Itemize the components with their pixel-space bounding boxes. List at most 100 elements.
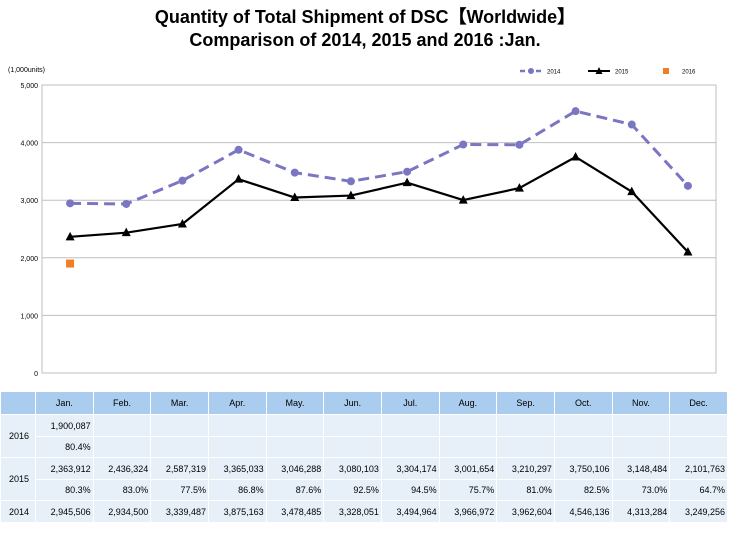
y-tick-label: 0 (34, 371, 38, 378)
line-chart: 0 1,000 2,000 3,000 4,000 5,000 (1,000units) 20… (8, 67, 717, 378)
table-row-pct: 80.4% (1, 436, 728, 458)
month-header: Mar. (150, 391, 209, 415)
chart-title-line-1: Quantity of Total Shipment of DSC【Worldw… (154, 7, 576, 27)
month-header: Jun. (323, 391, 382, 415)
shipment-value-cell: 3,478,485 (265, 500, 325, 523)
percent-cell: 81.0% (496, 479, 555, 501)
shipment-value-cell: 3,148,484 (611, 457, 671, 480)
table-row: 2014 2,945,506 2,934,500 3,339,487 3,875,163… (0, 500, 728, 523)
point-2015 (346, 190, 356, 200)
month-header: Oct. (553, 391, 613, 415)
month-header: Aug. (438, 391, 498, 415)
shipment-value-cell: 1,900,087 (35, 414, 94, 437)
y-tick-label: 4,000 (20, 141, 38, 148)
point-2015 (514, 183, 524, 192)
shipment-value-cell: 3,962,604 (496, 500, 555, 523)
table-body: 2016 1,900,087 80.4% 2015 2,363,912 2,436,324… (0, 414, 728, 523)
month-header: Jul. (380, 391, 440, 415)
point-2014 (290, 168, 299, 177)
month-header: May. (265, 391, 325, 415)
percent-cell (323, 436, 382, 458)
shipment-value-cell (265, 414, 325, 437)
shipment-value-cell: 3,875,163 (207, 500, 267, 523)
chart-title-line-2: Comparison of 2014, 2015 and 2016 :Jan. (189, 30, 541, 50)
percent-cell: 75.7% (438, 479, 498, 501)
shipment-value-cell: 4,313,284 (611, 500, 671, 523)
point-2014 (515, 140, 524, 149)
point-2015 (234, 174, 244, 183)
shipment-value-cell: 3,328,051 (323, 500, 382, 523)
shipment-value-cell: 3,750,106 (553, 457, 613, 480)
legend-marker-2015 (595, 67, 603, 74)
point-2015 (683, 246, 693, 256)
percent-cell: 64.7% (669, 479, 728, 501)
table-corner (0, 391, 36, 415)
table-row: 2015 2,363,912 2,436,324 2,587,319 3,365,033… (0, 457, 728, 501)
percent-cell (150, 436, 209, 458)
month-header: Jan. (35, 391, 94, 415)
month-header: Dec. (669, 391, 728, 415)
point-2016 (66, 259, 75, 268)
shipment-value-cell: 2,436,324 (92, 457, 152, 480)
percent-cell: 73.0% (611, 479, 671, 501)
point-2014 (178, 176, 187, 185)
shipment-value-cell: 3,080,103 (323, 457, 382, 480)
series-line-2014 (70, 109, 690, 206)
legend-label-2014: 2014 (547, 70, 561, 76)
month-header: Feb. (92, 391, 152, 415)
shipment-value-cell (323, 414, 382, 437)
point-2014 (627, 120, 636, 129)
legend-marker-2014 (528, 68, 534, 74)
shipment-value-cell: 3,339,487 (150, 500, 209, 523)
shipment-value-cell (92, 414, 152, 437)
shipment-value-cell (669, 414, 728, 437)
percent-cell (380, 436, 440, 458)
year-label: 2016 (0, 414, 36, 458)
shipment-value-cell: 3,001,654 (438, 457, 498, 480)
y-tick-label: 1,000 (20, 313, 38, 320)
shipment-value-cell (496, 414, 555, 437)
shipment-value-cell: 4,546,136 (553, 500, 613, 523)
plot-frame (41, 84, 717, 374)
year-label: 2014 (0, 500, 36, 523)
shipment-value-cell: 2,945,506 (35, 500, 94, 523)
percent-cell (611, 436, 671, 458)
point-2014 (66, 199, 75, 208)
shipment-value-cell (207, 414, 267, 437)
shipment-value-cell: 3,365,033 (207, 457, 267, 480)
shipment-value-cell: 3,494,964 (380, 500, 440, 523)
shipment-value-cell: 3,304,174 (380, 457, 440, 480)
shipment-value-cell (150, 414, 209, 437)
y-tick-label: 5,000 (20, 83, 38, 90)
percent-cell (207, 436, 267, 458)
point-2015 (121, 227, 131, 237)
percent-cell: 86.8% (207, 479, 267, 501)
year-label: 2015 (0, 457, 36, 501)
point-2014 (403, 167, 412, 176)
table-row-pct: 80.3% 83.0% 77.5% 86.8% 87.6% 92.5% 94.5% 75.7%… (1, 479, 728, 501)
point-2015 (458, 195, 468, 204)
percent-cell: 87.6% (265, 479, 325, 501)
table-row: 2016 1,900,087 (0, 414, 728, 458)
percent-cell: 92.5% (323, 479, 382, 501)
legend-label-2016: 2016 (682, 70, 696, 76)
percent-cell (496, 436, 555, 458)
point-2015 (65, 231, 75, 241)
point-2015 (571, 151, 581, 161)
percent-cell: 80.3% (35, 479, 94, 501)
shipment-value-cell (553, 414, 613, 437)
legend-label-2015: 2015 (615, 70, 629, 76)
y-unit-label: (1,000units) (8, 67, 45, 74)
point-2015 (177, 218, 187, 228)
point-2014 (459, 140, 468, 149)
percent-cell (265, 436, 325, 458)
shipment-value-cell: 3,966,972 (438, 500, 498, 523)
month-header: Sep. (496, 391, 555, 415)
point-2014 (346, 177, 355, 186)
month-header: Apr. (207, 391, 267, 415)
shipment-value-cell (380, 414, 440, 437)
shipment-value-cell: 2,934,500 (92, 500, 152, 523)
data-table: Jan. Feb. Mar. Apr. May. Jun. Jul. Aug. Sep. Oct.… (0, 391, 728, 523)
point-2014 (234, 145, 243, 154)
point-2014 (683, 181, 692, 190)
